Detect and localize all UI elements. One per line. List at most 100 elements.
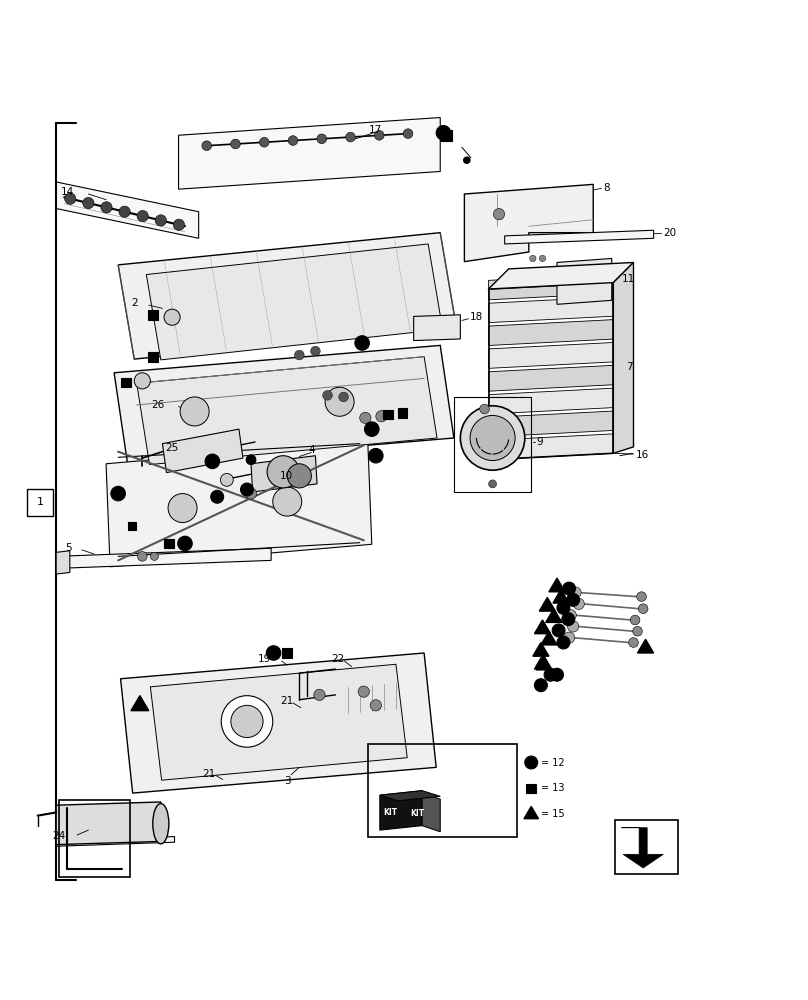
Circle shape	[638, 604, 648, 614]
Circle shape	[489, 480, 497, 488]
Text: 21: 21	[203, 769, 216, 779]
Bar	[121, 378, 131, 387]
Circle shape	[168, 494, 197, 523]
Polygon shape	[489, 262, 633, 289]
Circle shape	[637, 592, 646, 601]
Polygon shape	[489, 274, 613, 300]
Circle shape	[565, 610, 576, 621]
Bar	[440, 130, 452, 141]
Bar	[128, 522, 136, 530]
Circle shape	[259, 137, 269, 147]
Circle shape	[137, 552, 147, 561]
Bar	[27, 489, 53, 516]
Circle shape	[470, 415, 516, 461]
Circle shape	[164, 309, 180, 325]
Circle shape	[562, 613, 574, 626]
Polygon shape	[539, 597, 555, 611]
Polygon shape	[162, 429, 243, 473]
Polygon shape	[380, 791, 422, 830]
Text: 16: 16	[636, 450, 649, 460]
Polygon shape	[56, 551, 69, 574]
Polygon shape	[524, 806, 538, 819]
Circle shape	[267, 456, 299, 488]
Circle shape	[287, 464, 311, 488]
Circle shape	[563, 632, 574, 643]
Text: 19: 19	[258, 654, 271, 664]
Polygon shape	[380, 791, 440, 801]
Polygon shape	[638, 639, 654, 653]
Text: 2: 2	[132, 298, 138, 308]
Circle shape	[322, 390, 332, 400]
Circle shape	[314, 689, 325, 701]
Polygon shape	[621, 828, 663, 868]
Circle shape	[539, 255, 545, 262]
Circle shape	[205, 454, 220, 469]
Polygon shape	[150, 664, 407, 780]
Polygon shape	[56, 837, 175, 846]
Circle shape	[111, 486, 125, 501]
Circle shape	[368, 448, 383, 463]
Text: 25: 25	[166, 443, 179, 453]
Polygon shape	[534, 655, 550, 669]
Polygon shape	[505, 230, 654, 244]
Polygon shape	[489, 320, 613, 345]
Circle shape	[173, 219, 184, 230]
Text: KIT: KIT	[384, 808, 398, 817]
Bar	[148, 352, 158, 362]
Bar	[283, 648, 292, 658]
Text: = 12: = 12	[541, 758, 565, 768]
Circle shape	[65, 193, 76, 204]
Circle shape	[557, 601, 570, 614]
Circle shape	[566, 593, 579, 606]
Text: = 15: = 15	[541, 809, 565, 819]
Circle shape	[464, 157, 470, 163]
Polygon shape	[613, 262, 633, 453]
Circle shape	[544, 668, 557, 681]
Bar	[615, 820, 678, 874]
Circle shape	[267, 646, 281, 660]
Polygon shape	[465, 184, 593, 262]
Text: 10: 10	[280, 471, 292, 481]
Circle shape	[524, 756, 537, 769]
Text: 3: 3	[284, 776, 291, 786]
Circle shape	[202, 141, 212, 151]
Circle shape	[562, 582, 575, 595]
Circle shape	[630, 615, 640, 625]
Polygon shape	[131, 696, 149, 711]
Polygon shape	[489, 411, 613, 437]
Polygon shape	[553, 589, 569, 603]
Polygon shape	[118, 233, 457, 359]
Circle shape	[358, 686, 369, 697]
Polygon shape	[137, 357, 437, 465]
Circle shape	[180, 397, 209, 426]
Circle shape	[246, 455, 256, 465]
Polygon shape	[146, 244, 443, 360]
Circle shape	[461, 406, 524, 470]
Polygon shape	[489, 342, 613, 368]
Text: 24: 24	[53, 831, 65, 841]
Circle shape	[325, 387, 354, 416]
Circle shape	[221, 473, 234, 486]
Text: 17: 17	[369, 125, 382, 135]
Circle shape	[573, 598, 584, 610]
Circle shape	[221, 696, 273, 747]
Text: 26: 26	[152, 400, 165, 410]
Circle shape	[570, 587, 581, 598]
Circle shape	[150, 552, 158, 560]
Polygon shape	[541, 631, 557, 645]
Polygon shape	[549, 578, 565, 592]
Text: 14: 14	[61, 187, 74, 197]
Polygon shape	[179, 118, 440, 189]
Text: 8: 8	[604, 183, 610, 193]
Circle shape	[273, 487, 301, 516]
Bar	[383, 410, 393, 419]
Circle shape	[552, 624, 565, 637]
Polygon shape	[56, 548, 271, 568]
Circle shape	[480, 404, 490, 414]
Text: = 13: = 13	[541, 783, 564, 793]
Polygon shape	[251, 456, 317, 492]
Polygon shape	[489, 434, 613, 460]
Circle shape	[339, 392, 348, 402]
Circle shape	[550, 668, 563, 681]
Bar	[164, 539, 174, 548]
